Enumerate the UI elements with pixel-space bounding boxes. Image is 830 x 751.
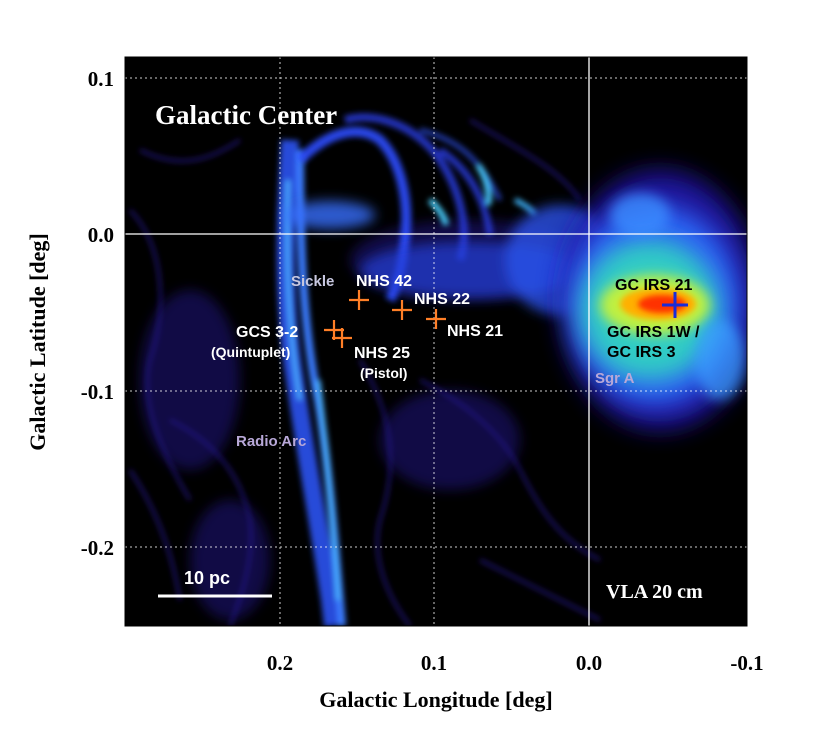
y-tick-label: -0.1 <box>80 380 114 404</box>
marker-gcirs <box>662 292 688 318</box>
x-tick-label: -0.1 <box>730 651 764 675</box>
figure-title: Galactic Center <box>155 100 337 130</box>
y-axis-title: Galactic Latitude [deg] <box>25 233 50 451</box>
source-markers <box>324 290 688 348</box>
scale-bar-label: 10 pc <box>184 568 230 588</box>
y-tick-label: 0.0 <box>87 223 114 247</box>
marker-nhs21 <box>426 309 446 329</box>
top-axis-ticks <box>126 57 740 61</box>
marker-nhs25 <box>332 328 352 348</box>
label-quintuplet: (Quintuplet) <box>211 344 290 360</box>
label-pistol: (Pistol) <box>360 365 407 381</box>
instrument-label: VLA 20 cm <box>606 581 703 603</box>
label-gcirs3: GC IRS 3 <box>607 344 676 361</box>
x-tick-label: 0.0 <box>575 651 603 675</box>
label-nhs42: NHS 42 <box>356 273 412 290</box>
marker-nhs42 <box>349 290 369 310</box>
emission-map <box>128 113 747 626</box>
sgr-a-emission <box>560 170 747 430</box>
label-nhs22: NHS 22 <box>414 291 470 308</box>
label-nhs25: NHS 25 <box>354 345 410 362</box>
sgr-a-label: Sgr A <box>595 370 635 387</box>
sickle-label: Sickle <box>291 273 334 290</box>
y-tick-label: -0.2 <box>80 536 114 560</box>
x-tick-label: 0.1 <box>420 651 448 675</box>
label-gcs32: GCS 3-2 <box>236 324 298 341</box>
plot-frame <box>124 56 748 627</box>
radio-arc-label: Radio Arc <box>236 433 306 450</box>
marker-gcs32 <box>324 320 344 340</box>
grid-lines <box>125 57 747 626</box>
marker-nhs22 <box>392 300 412 320</box>
zero-lines <box>125 57 747 626</box>
label-gcirs21: GC IRS 21 <box>615 277 692 294</box>
label-nhs21: NHS 21 <box>447 323 503 340</box>
x-tick-label: 0.2 <box>266 651 294 675</box>
y-tick-label: 0.1 <box>87 67 114 91</box>
x-axis-title: Galactic Longitude [deg] <box>319 687 553 712</box>
label-gcirs1w: GC IRS 1W / <box>607 324 700 341</box>
